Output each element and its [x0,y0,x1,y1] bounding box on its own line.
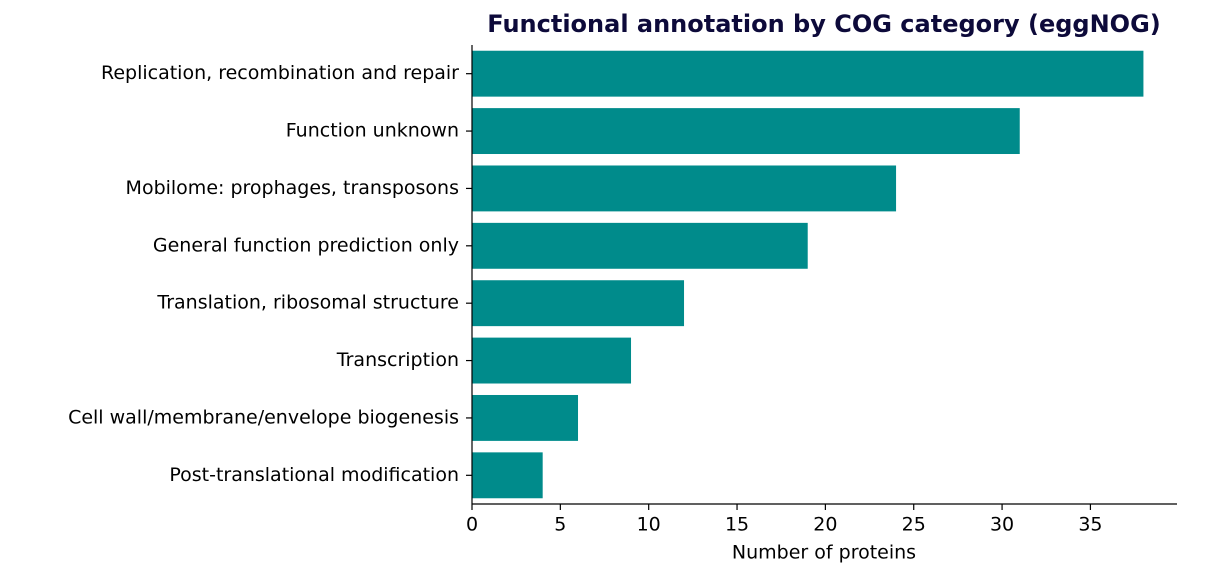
y-tick-label: Translation, ribosomal structure [156,292,459,314]
bar [472,222,808,269]
chart-title: Functional annotation by COG category (e… [487,10,1161,38]
x-axis-label: Number of proteins [732,542,916,564]
y-tick-label: Cell wall/membrane/envelope biogenesis [68,406,459,428]
x-tick-label: 10 [637,514,661,536]
bar [472,394,579,441]
bar [472,452,543,499]
y-tick-label: Mobilome: prophages, transposons [126,177,459,199]
bar [472,337,632,384]
y-tick-label: Replication, recombination and repair [101,62,459,84]
bar [472,108,1020,155]
bar [472,165,897,212]
y-tick-label: General function prediction only [153,234,459,256]
x-tick-label: 30 [990,514,1014,536]
x-tick-label: 0 [466,514,478,536]
x-tick-label: 20 [813,514,837,536]
x-tick-label: 5 [554,514,566,536]
x-tick-label: 25 [902,514,926,536]
x-tick-label: 15 [725,514,749,536]
x-tick-label: 35 [1078,514,1102,536]
bar [472,50,1144,97]
y-tick-label: Transcription [336,349,459,371]
y-tick-label: Post-translational modification [169,464,459,486]
y-tick-label: Function unknown [286,120,459,142]
bar [472,280,685,327]
